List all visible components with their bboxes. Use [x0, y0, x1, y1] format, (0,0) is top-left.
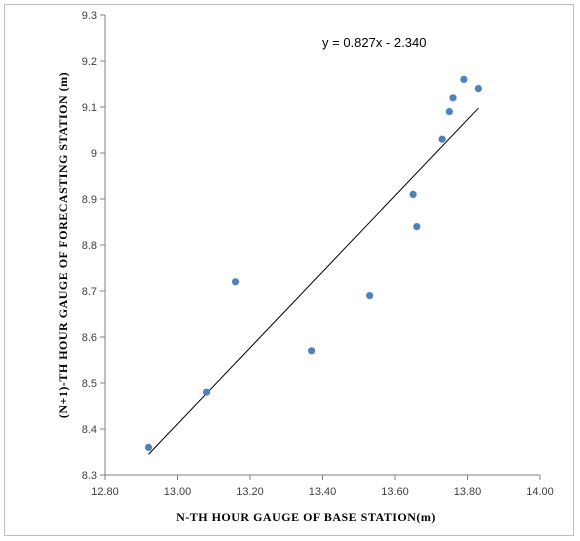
- data-point: [438, 135, 446, 143]
- y-tick-label: 8.6: [82, 332, 97, 344]
- data-point: [460, 75, 468, 83]
- data-point: [409, 190, 417, 198]
- y-axis-ticks: 8.3 8.4 8.5 8.6 8.7 8.8 8.9 9 9.1 9.2 9.3: [82, 10, 105, 482]
- chart-axes: [104, 15, 540, 476]
- x-tick-label: 13.80: [454, 486, 482, 498]
- data-point: [474, 85, 482, 93]
- x-axis-title: N-TH HOUR GAUGE OF BASE STATION(m): [176, 510, 436, 524]
- x-tick-label: 13.40: [309, 486, 337, 498]
- data-point: [449, 94, 457, 102]
- y-tick-label: 9.1: [82, 102, 97, 114]
- trendline-equation: y = 0.827x - 2.340: [322, 35, 426, 50]
- x-tick-label: 13.00: [164, 486, 192, 498]
- y-tick-label: 9: [91, 148, 97, 160]
- trendline-group: [148, 107, 479, 455]
- y-tick-label: 9.2: [82, 56, 97, 68]
- x-axis-ticks: 12.80 13.00 13.20 13.40 13.60 13.80 14.00: [91, 475, 554, 498]
- y-tick-label: 8.7: [82, 286, 97, 298]
- data-points: [144, 75, 482, 451]
- y-axis-title: (N+1)-TH HOUR GAUGE OF FORECASTING STATI…: [56, 72, 70, 418]
- trendline: [148, 107, 479, 455]
- data-point: [144, 443, 153, 451]
- y-tick-label: 8.8: [82, 240, 97, 252]
- data-point: [366, 292, 374, 300]
- data-point: [308, 347, 316, 355]
- data-point: [413, 223, 421, 231]
- x-tick-label: 13.20: [236, 486, 264, 498]
- data-point: [231, 278, 240, 286]
- data-point: [202, 388, 211, 396]
- x-tick-label: 14.00: [526, 486, 554, 498]
- x-tick-label: 12.80: [91, 486, 119, 498]
- chart-frame: [4, 4, 574, 536]
- y-tick-label: 8.9: [82, 194, 97, 206]
- y-tick-label: 8.4: [82, 424, 97, 436]
- y-tick-label: 8.3: [82, 470, 97, 482]
- y-tick-label: 9.3: [82, 10, 97, 22]
- data-point: [445, 108, 453, 116]
- y-tick-label: 8.5: [82, 378, 97, 390]
- x-tick-label: 13.60: [381, 486, 409, 498]
